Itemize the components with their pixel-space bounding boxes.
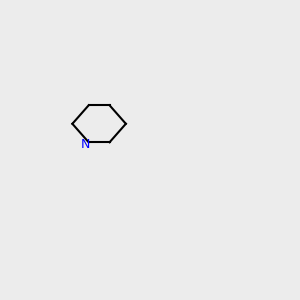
Text: N: N xyxy=(80,138,90,151)
